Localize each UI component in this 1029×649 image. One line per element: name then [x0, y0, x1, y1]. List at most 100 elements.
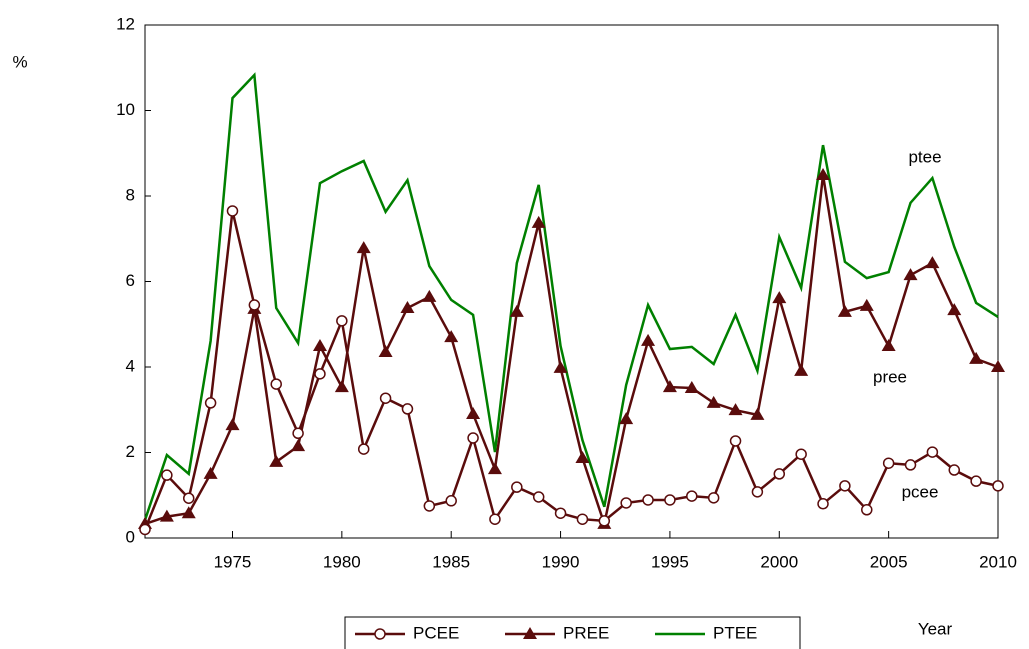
data-point	[532, 491, 545, 503]
data-point	[707, 492, 720, 504]
data-point	[861, 504, 873, 516]
legend-label: PTEE	[713, 623, 757, 642]
data-point	[378, 345, 393, 358]
x-tick-label: 2005	[870, 552, 908, 571]
legend-box	[344, 616, 801, 649]
data-point	[641, 333, 656, 346]
data-point	[489, 513, 501, 525]
data-point	[291, 439, 306, 452]
data-point	[445, 495, 457, 507]
data-point	[926, 446, 939, 458]
data-point	[225, 418, 240, 431]
legend-marker	[523, 627, 537, 639]
data-point	[401, 403, 414, 415]
y-tick-label: 10	[116, 100, 135, 119]
x-tick-label: 1975	[214, 552, 252, 571]
data-point	[269, 454, 284, 467]
annotation: ptee	[908, 147, 941, 166]
data-point	[642, 494, 654, 506]
data-point	[750, 407, 765, 420]
data-point	[203, 466, 218, 479]
y-tick-label: 0	[126, 527, 135, 546]
x-tick-label: 1985	[432, 552, 470, 571]
data-point	[576, 513, 589, 525]
data-point	[598, 515, 611, 527]
data-point	[511, 481, 523, 493]
data-point	[204, 397, 217, 409]
series-line	[144, 174, 999, 529]
data-point	[336, 315, 348, 327]
y-tick-label: 2	[126, 442, 135, 461]
data-point	[969, 351, 984, 364]
annotation: pcee	[902, 482, 939, 501]
data-point	[728, 403, 743, 416]
data-point	[992, 480, 1004, 492]
data-point	[794, 363, 809, 376]
data-point	[423, 500, 436, 512]
data-point	[509, 304, 524, 317]
legend-label: PCEE	[413, 623, 459, 642]
data-point	[859, 298, 874, 311]
y-tick-label: 6	[126, 271, 135, 290]
data-point	[181, 506, 196, 519]
data-point	[248, 299, 261, 311]
data-point	[356, 241, 371, 254]
x-tick-label: 2000	[760, 552, 798, 571]
data-point	[422, 289, 437, 302]
data-point	[706, 395, 721, 408]
data-point	[751, 486, 764, 498]
data-point	[837, 304, 852, 317]
data-point	[839, 480, 851, 492]
x-tick-label: 1995	[651, 552, 689, 571]
data-point	[400, 301, 415, 314]
data-point	[553, 360, 568, 373]
x-axis-label: Year	[918, 619, 953, 638]
data-point	[531, 215, 546, 228]
y-tick-label: 8	[126, 185, 135, 204]
data-point	[334, 380, 349, 393]
data-point	[292, 427, 304, 440]
data-point	[816, 168, 831, 181]
data-point	[466, 407, 481, 420]
data-point	[620, 497, 632, 509]
data-point	[881, 339, 896, 352]
data-point	[662, 380, 677, 393]
data-point	[664, 494, 676, 506]
legend-label: PREE	[563, 623, 609, 642]
y-tick-label: 4	[126, 356, 135, 375]
data-point	[619, 412, 634, 425]
data-point	[314, 368, 326, 380]
data-point	[270, 378, 282, 390]
data-point	[467, 432, 479, 444]
data-point	[925, 256, 940, 269]
data-point	[312, 339, 327, 352]
x-tick-label: 2010	[979, 552, 1017, 571]
data-point	[226, 205, 239, 217]
data-point	[182, 492, 195, 504]
data-point	[904, 459, 917, 471]
data-point	[991, 360, 1005, 372]
data-point	[947, 303, 962, 316]
y-tick-label: 12	[116, 14, 135, 33]
data-point	[575, 451, 590, 464]
data-point	[882, 457, 895, 469]
data-point	[948, 464, 961, 476]
x-tick-label: 1990	[542, 552, 580, 571]
y-axis-label: %	[12, 52, 27, 71]
series-line	[143, 72, 999, 521]
data-point	[554, 507, 567, 519]
data-point	[379, 392, 392, 404]
data-point	[357, 443, 370, 455]
data-point	[773, 468, 786, 480]
data-point	[159, 509, 174, 522]
annotation: pree	[873, 367, 907, 386]
x-tick-label: 1980	[323, 552, 361, 571]
series-line	[143, 210, 999, 530]
data-point	[686, 490, 698, 502]
data-point	[729, 435, 742, 447]
data-point	[970, 475, 982, 487]
data-point	[817, 498, 829, 510]
data-point	[161, 469, 173, 481]
data-point	[139, 523, 151, 536]
